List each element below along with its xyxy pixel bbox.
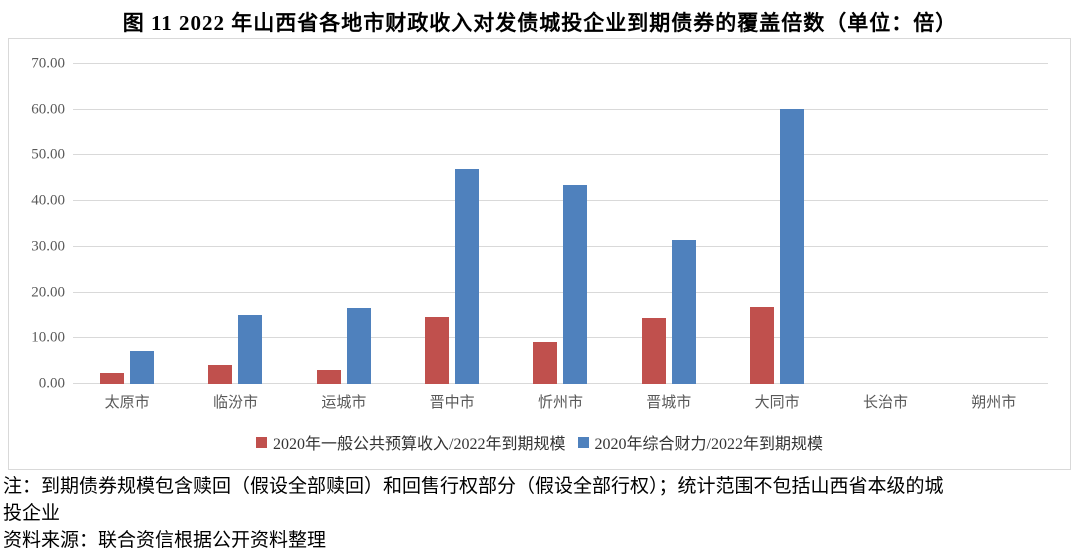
legend-swatch-icon — [256, 436, 268, 448]
x-tick-label: 临汾市 — [212, 395, 258, 411]
bar-group — [831, 64, 939, 384]
x-tick-label: 朔州市 — [971, 395, 1017, 411]
note-line-1: 注：到期债券规模包含赎回（假设全部赎回）和回售行权部分（假设全部行权）；统计范围… — [3, 476, 944, 497]
bar — [563, 184, 588, 384]
y-tick-label: 0.00 — [38, 375, 65, 392]
chart-figure: 0.00 10.00 20.00 30.00 40.00 50.00 60.00 70.00 … — [8, 38, 1071, 470]
x-tick-label: 太原市 — [104, 395, 150, 411]
gridline — [73, 108, 1048, 110]
gridline — [73, 245, 1048, 247]
bar — [130, 351, 155, 384]
note-line-2: 投企业 — [3, 503, 61, 524]
y-tick-label: 30.00 — [31, 238, 65, 255]
legend-label: 2020年综合财力/2022年到期规模 — [594, 436, 823, 453]
legend-item: 2020年一般公共预算收入/2022年到期规模 — [256, 430, 566, 454]
plot-area — [73, 63, 1048, 384]
source-line: 资料来源：联合资信根据公开资料整理 — [3, 530, 327, 551]
gridline — [73, 291, 1048, 293]
x-tick-label: 晋城市 — [646, 395, 692, 411]
bar — [671, 239, 696, 384]
bar-group — [290, 64, 398, 384]
bar — [316, 369, 341, 384]
bar — [346, 307, 371, 384]
y-tick-label: 70.00 — [31, 55, 65, 72]
bar — [100, 373, 125, 384]
x-tick-label: 运城市 — [321, 395, 367, 411]
y-tick-label: 40.00 — [31, 192, 65, 209]
y-axis: 0.00 10.00 20.00 30.00 40.00 50.00 60.00 70.00 — [9, 56, 65, 391]
legend-item: 2020年综合财力/2022年到期规模 — [577, 430, 823, 454]
bar-groups — [73, 64, 1048, 384]
bar — [238, 314, 263, 384]
x-tick-label: 晋中市 — [429, 395, 475, 411]
x-axis: 太原市 临汾市 运城市 晋中市 忻州市 晋城市 大同市 长治市 朔州市 — [73, 391, 1048, 412]
gridline — [73, 200, 1048, 202]
y-tick-label: 50.00 — [31, 146, 65, 163]
gridline — [73, 154, 1048, 156]
bar-group — [398, 64, 506, 384]
legend-label: 2020年一般公共预算收入/2022年到期规模 — [273, 436, 566, 453]
footnotes: 注：到期债券规模包含赎回（假设全部赎回）和回售行权部分（假设全部行权）；统计范围… — [3, 473, 1075, 554]
x-tick-label: 长治市 — [862, 395, 908, 411]
bar-group — [73, 64, 181, 384]
x-tick-label: 大同市 — [754, 395, 800, 411]
bar-group — [940, 64, 1048, 384]
chart-title: 图 11 2022 年山西省各地市财政收入对发债城投企业到期债券的覆盖倍数（单位… — [122, 11, 958, 35]
bar-group — [723, 64, 831, 384]
bar — [425, 317, 450, 384]
bar — [533, 341, 558, 384]
bar — [455, 168, 480, 384]
bar — [641, 318, 666, 384]
y-tick-label: 10.00 — [31, 329, 65, 346]
y-tick-label: 60.00 — [31, 101, 65, 118]
bar — [208, 365, 233, 384]
bar-group — [615, 64, 723, 384]
bar-group — [506, 64, 614, 384]
y-tick-label: 20.00 — [31, 284, 65, 301]
bar — [750, 307, 775, 384]
legend-swatch-icon — [577, 436, 589, 448]
gridline — [73, 383, 1048, 384]
gridline — [73, 63, 1048, 64]
x-tick-label: 忻州市 — [537, 395, 583, 411]
gridline — [73, 337, 1048, 339]
bar-group — [181, 64, 289, 384]
legend: 2020年一般公共预算收入/2022年到期规模 2020年综合财力/2022年到期… — [9, 430, 1070, 454]
bar — [780, 108, 805, 384]
